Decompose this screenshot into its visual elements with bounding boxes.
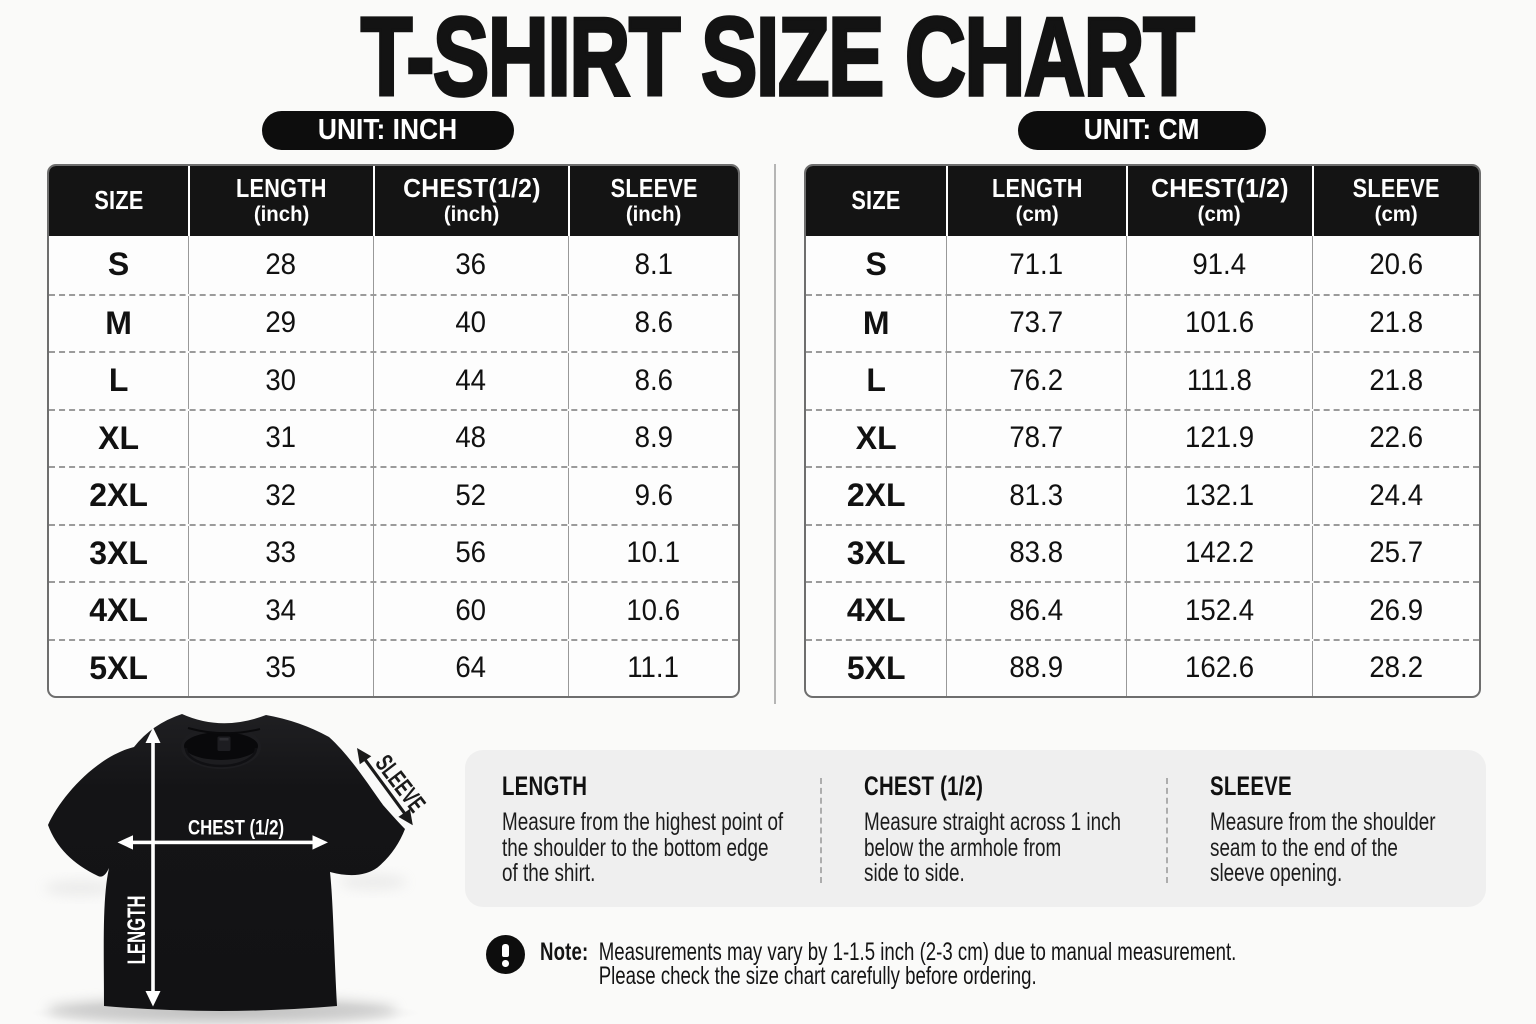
svg-text:LENGTH: LENGTH — [123, 896, 151, 965]
svg-text:CHEST (1/2): CHEST (1/2) — [188, 817, 284, 840]
